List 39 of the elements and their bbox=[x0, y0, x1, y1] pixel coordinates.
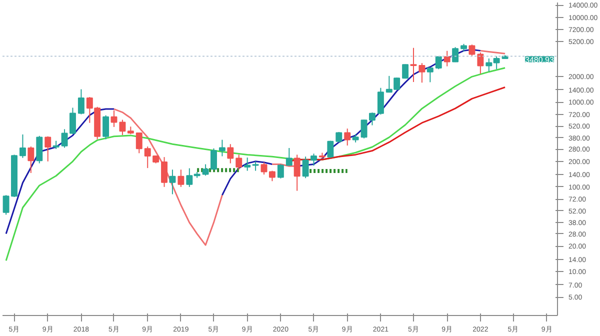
candlestick bbox=[218, 139, 226, 157]
candlestick bbox=[144, 146, 151, 169]
line-series bbox=[5, 67, 506, 262]
candlestick bbox=[252, 160, 259, 172]
candlestick bbox=[260, 162, 268, 176]
candlestick bbox=[36, 135, 43, 164]
candlestick bbox=[110, 110, 118, 128]
candlestick bbox=[169, 169, 176, 195]
candlestick bbox=[28, 146, 34, 174]
candlestick bbox=[468, 44, 476, 56]
candlestick bbox=[78, 88, 84, 115]
candlestick bbox=[327, 140, 334, 158]
candlestick bbox=[102, 114, 110, 140]
candlestick bbox=[119, 119, 126, 136]
candlestick bbox=[410, 47, 417, 82]
candlestick bbox=[418, 62, 426, 84]
candlestick bbox=[377, 87, 384, 116]
candlestick bbox=[286, 147, 292, 166]
candlestick bbox=[444, 50, 450, 67]
candlestick bbox=[268, 170, 276, 182]
candlestick bbox=[277, 164, 284, 179]
line-series bbox=[5, 108, 115, 235]
candlestick bbox=[426, 67, 434, 83]
candlestick bbox=[227, 144, 234, 164]
candlestick bbox=[136, 132, 142, 154]
candlestick bbox=[19, 134, 26, 158]
candlestick bbox=[294, 154, 300, 192]
annotation: 3480.93 bbox=[525, 55, 554, 64]
line-series bbox=[113, 108, 223, 246]
candlestick bbox=[178, 169, 184, 188]
candlestick bbox=[336, 131, 342, 143]
candlestick bbox=[344, 128, 351, 146]
candlestick bbox=[477, 52, 484, 74]
candlestick bbox=[236, 154, 242, 170]
candlestick bbox=[161, 156, 168, 188]
candlestick bbox=[44, 136, 52, 162]
candlestick bbox=[435, 56, 442, 70]
candlestick bbox=[244, 157, 251, 172]
candlestick bbox=[402, 64, 409, 80]
